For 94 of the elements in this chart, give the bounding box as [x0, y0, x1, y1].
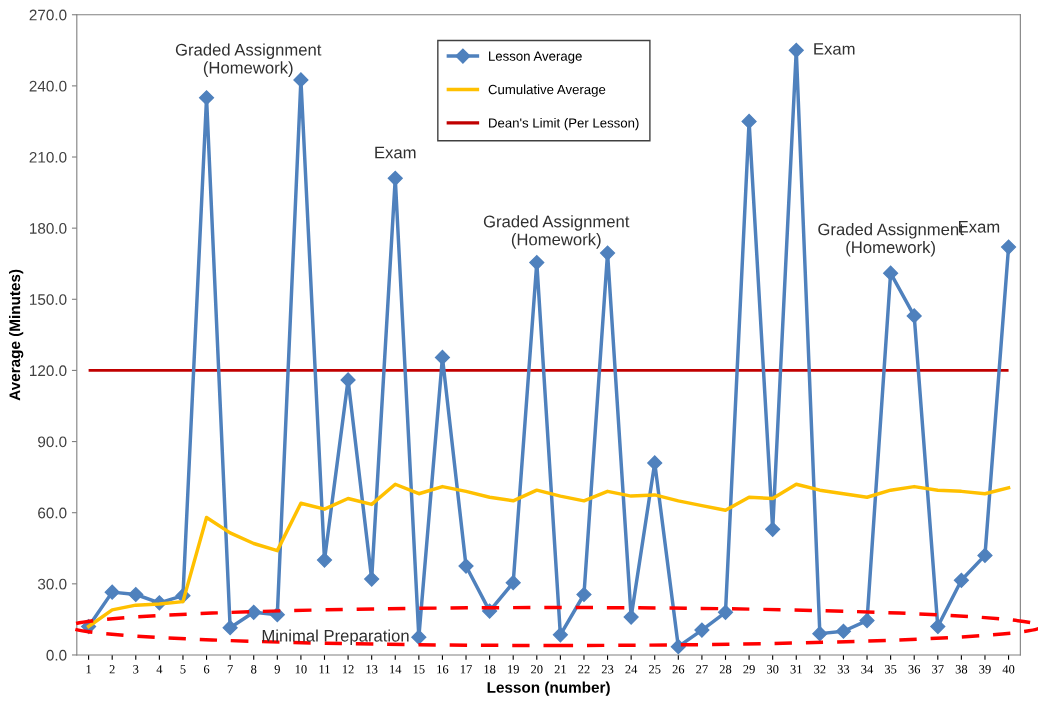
legend-label: Lesson Average [489, 51, 582, 64]
x-tick-label: 25 [649, 665, 661, 674]
x-tick-label: 23 [601, 665, 614, 674]
point [387, 170, 403, 186]
x-tick-label: 8 [251, 665, 257, 674]
x-tick-label: 40 [1002, 665, 1015, 674]
point [930, 618, 946, 635]
x-tick-label: 38 [955, 665, 968, 674]
point [835, 623, 852, 639]
x-tick-label: 37 [932, 665, 944, 674]
point [1000, 239, 1017, 255]
point [128, 586, 144, 603]
point [717, 604, 734, 620]
point [222, 620, 238, 636]
point [623, 609, 639, 625]
point [859, 613, 875, 629]
x-tick-label: 17 [460, 665, 472, 674]
y-axis-title: Average (Minutes) [9, 269, 24, 401]
annotation: Exam [814, 43, 855, 55]
x-tick-label: 13 [366, 665, 378, 674]
point [812, 626, 828, 642]
x-axis-title: Lesson (number) [487, 681, 610, 696]
point [505, 575, 521, 591]
point [293, 72, 309, 88]
x-tick-label: 39 [979, 665, 991, 674]
point [576, 586, 592, 603]
point [883, 265, 899, 281]
x-tick-label: 16 [437, 665, 449, 674]
legend-label: Cumulative Average [488, 84, 606, 97]
point [599, 245, 616, 261]
point [694, 622, 710, 638]
x-tick-label: 1 [86, 665, 91, 674]
y-tick-label: 0.0 [46, 649, 67, 661]
x-tick-label: 29 [743, 665, 755, 674]
y-tick-label: 180.0 [30, 223, 67, 234]
x-tick-label: 24 [625, 665, 638, 674]
point [765, 521, 781, 537]
y-tick-label: 270.0 [29, 9, 67, 21]
x-tick-label: 20 [531, 665, 543, 674]
x-tick-label: 11 [319, 665, 330, 674]
point [364, 571, 380, 587]
annotation: Exam [375, 146, 416, 159]
point [411, 629, 427, 645]
point [906, 308, 922, 324]
point [458, 558, 474, 574]
point [977, 547, 993, 563]
x-tick-label: 36 [908, 665, 921, 674]
x-tick-label: 33 [837, 665, 850, 674]
x-tick-label: 6 [203, 665, 210, 674]
x-tick-label: 34 [861, 665, 874, 674]
x-tick-label: 30 [767, 665, 779, 674]
x-tick-label: 31 [790, 665, 802, 674]
x-tick-label: 3 [133, 665, 139, 674]
y-tick-label: 90.0 [38, 436, 67, 448]
legend-label: Dean's Limit (Per Lesson) [489, 117, 639, 131]
point [647, 455, 663, 471]
x-tick-label: 18 [484, 665, 496, 674]
point [104, 584, 120, 600]
x-tick-label: 26 [672, 665, 685, 674]
x-tick-label: 35 [884, 665, 897, 674]
x-tick-label: 15 [413, 665, 425, 674]
x-tick-label: 12 [342, 665, 354, 674]
point [246, 604, 262, 620]
x-tick-label: 4 [156, 665, 163, 674]
y-tick-label: 120.0 [30, 365, 67, 377]
x-tick-label: 21 [554, 665, 566, 674]
y-tick-label: 210.0 [29, 151, 67, 163]
annotation: Graded Assignment (Homework) [175, 43, 322, 77]
point [529, 254, 545, 271]
point [340, 372, 356, 388]
point [788, 42, 804, 58]
y-tick-label: 240.0 [29, 80, 67, 92]
x-tick-label: 7 [227, 665, 233, 674]
x-tick-label: 27 [696, 665, 708, 674]
x-tick-label: 2 [109, 665, 115, 674]
point [741, 113, 757, 130]
x-tick-label: 28 [719, 665, 732, 674]
point [953, 572, 969, 588]
annotation: Graded Assignment (Homework) [483, 215, 630, 249]
y-tick-label: 150.0 [30, 294, 67, 305]
point [552, 627, 568, 643]
x-tick-label: 14 [390, 665, 402, 674]
y-tick-label: 30.0 [37, 578, 67, 590]
point [434, 349, 451, 365]
point [316, 552, 333, 568]
y-tick-label: 60.0 [38, 507, 67, 519]
x-tick-label: 9 [274, 665, 280, 674]
x-tick-label: 19 [508, 665, 519, 674]
x-tick-label: 5 [180, 665, 186, 674]
annotation: Minimal Preparation [262, 629, 409, 645]
point [198, 90, 215, 106]
x-tick-label: 32 [814, 665, 826, 674]
x-tick-label: 22 [578, 665, 590, 674]
x-tick-label: 10 [295, 665, 307, 674]
